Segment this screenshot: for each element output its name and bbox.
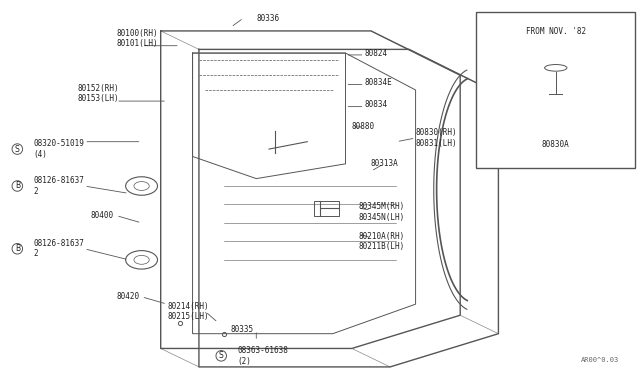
Bar bbox=[476, 13, 636, 167]
Text: 80880: 80880 bbox=[352, 122, 375, 131]
Text: 80100(RH)
80101(LH): 80100(RH) 80101(LH) bbox=[116, 29, 157, 48]
Text: B: B bbox=[15, 182, 20, 190]
Text: 80214(RH)
80215(LH): 80214(RH) 80215(LH) bbox=[167, 302, 209, 321]
Text: 80834: 80834 bbox=[365, 100, 388, 109]
Text: 80336: 80336 bbox=[256, 13, 280, 22]
Text: S: S bbox=[15, 145, 20, 154]
Text: 08320-51019
(4): 08320-51019 (4) bbox=[33, 140, 84, 159]
Text: 80400: 80400 bbox=[91, 211, 114, 220]
Text: 80313A: 80313A bbox=[371, 159, 399, 169]
Text: 80830A: 80830A bbox=[542, 140, 570, 149]
Text: AR00^0.03: AR00^0.03 bbox=[581, 357, 620, 363]
Text: 80335: 80335 bbox=[231, 326, 254, 334]
Text: FROM NOV. '82: FROM NOV. '82 bbox=[525, 27, 586, 36]
Text: 80834E: 80834E bbox=[365, 78, 392, 87]
Text: 08126-81637
2: 08126-81637 2 bbox=[33, 239, 84, 259]
Text: S: S bbox=[219, 351, 223, 360]
Text: 80420: 80420 bbox=[116, 292, 140, 301]
Text: 80210A(RH)
80211B(LH): 80210A(RH) 80211B(LH) bbox=[358, 232, 404, 251]
Text: 08126-81637
2: 08126-81637 2 bbox=[33, 176, 84, 196]
Text: 08363-61638
(2): 08363-61638 (2) bbox=[237, 346, 288, 366]
Text: 80830(RH)
80831(LH): 80830(RH) 80831(LH) bbox=[415, 128, 457, 148]
Text: B: B bbox=[15, 244, 20, 253]
Bar bbox=[314, 201, 339, 215]
Text: 80824: 80824 bbox=[365, 49, 388, 58]
Text: 80345M(RH)
80345N(LH): 80345M(RH) 80345N(LH) bbox=[358, 202, 404, 222]
Text: 80152(RH)
80153(LH): 80152(RH) 80153(LH) bbox=[78, 84, 120, 103]
